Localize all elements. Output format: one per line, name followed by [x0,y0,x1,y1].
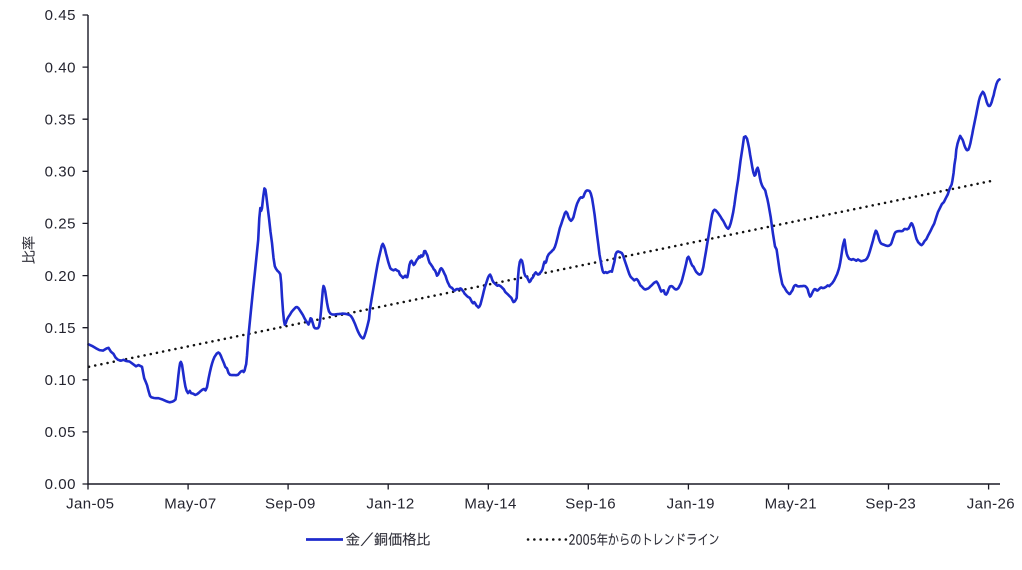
svg-text:Jan-05: Jan-05 [66,496,114,513]
svg-text:0.05: 0.05 [45,424,76,441]
svg-text:0.40: 0.40 [45,59,76,76]
svg-text:May-21: May-21 [765,496,817,513]
svg-text:Sep-23: Sep-23 [865,496,916,513]
svg-text:Sep-09: Sep-09 [265,496,316,513]
svg-text:0.45: 0.45 [45,7,76,24]
svg-text:0.25: 0.25 [45,216,76,233]
svg-text:May-14: May-14 [464,496,516,513]
svg-text:Jan-12: Jan-12 [366,496,414,513]
svg-text:0.15: 0.15 [45,320,76,337]
svg-text:May-07: May-07 [164,496,216,513]
svg-text:0.10: 0.10 [45,372,76,389]
svg-text:0.00: 0.00 [45,476,76,493]
svg-text:Jan-19: Jan-19 [667,496,715,513]
svg-text:0.20: 0.20 [45,268,76,285]
svg-text:0.35: 0.35 [45,111,76,128]
svg-text:Sep-16: Sep-16 [565,496,616,513]
svg-text:0.30: 0.30 [45,164,76,181]
svg-text:Jan-26: Jan-26 [967,496,1015,513]
